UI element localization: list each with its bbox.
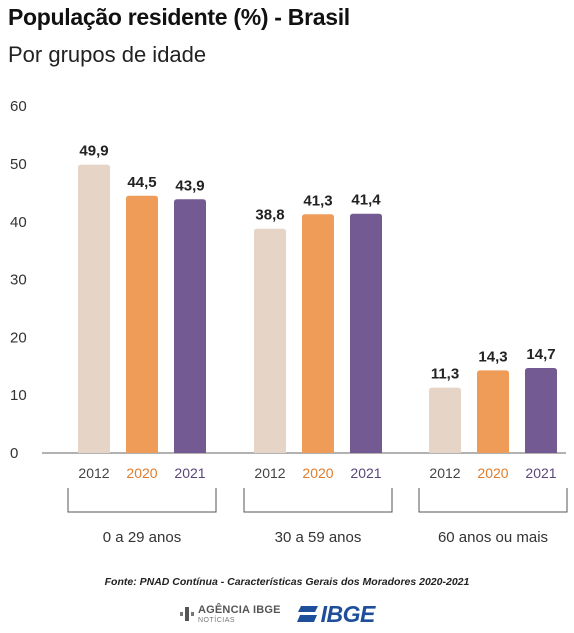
year-label: 2020 <box>126 465 157 481</box>
data-label: 41,3 <box>303 192 332 209</box>
y-tick-label: 50 <box>10 156 27 173</box>
chart-subtitle: Por grupos de idade <box>8 42 207 67</box>
category-label: 30 a 59 anos <box>275 529 362 546</box>
bar-2020 <box>302 214 334 453</box>
year-label: 2012 <box>254 465 285 481</box>
year-label: 2021 <box>350 465 381 481</box>
bar-2012 <box>254 228 286 453</box>
group-bracket <box>243 488 393 513</box>
y-tick-label: 10 <box>10 387 27 404</box>
year-label: 2021 <box>174 465 205 481</box>
y-tick-label: 20 <box>10 329 27 346</box>
category-label: 0 a 29 anos <box>103 529 181 546</box>
ibge-mark-icon <box>296 606 318 622</box>
data-label: 49,9 <box>79 143 108 160</box>
agencia-sub: NOTÍCIAS <box>198 616 236 624</box>
year-label: 2020 <box>302 465 333 481</box>
y-tick-label: 0 <box>10 445 18 462</box>
bar-2012 <box>78 164 110 453</box>
y-tick-label: 40 <box>10 214 27 231</box>
data-label: 14,3 <box>478 348 507 365</box>
group-bracket <box>418 488 568 513</box>
bar-2020 <box>477 370 509 453</box>
data-label: 43,9 <box>175 177 204 194</box>
bar-2021 <box>350 213 382 453</box>
group-bracket <box>67 488 217 513</box>
category-label: 60 anos ou mais <box>438 529 548 546</box>
bar-2021 <box>174 199 206 453</box>
data-label: 44,5 <box>127 174 156 191</box>
data-label: 41,4 <box>351 192 381 209</box>
agencia-mark-icon <box>180 607 194 621</box>
year-label: 2012 <box>429 465 460 481</box>
bar-2020 <box>126 195 158 454</box>
source-note: Fonte: PNAD Contínua - Características G… <box>104 576 470 588</box>
data-label: 38,8 <box>255 207 284 224</box>
logos: AGÊNCIA IBGE NOTÍCIAS IBGE <box>180 600 375 628</box>
ibge-logo: IBGE <box>296 600 376 628</box>
bar-2012 <box>429 387 461 453</box>
y-tick-label: 30 <box>10 272 27 289</box>
agencia-ibge-logo: AGÊNCIA IBGE NOTÍCIAS <box>180 603 281 624</box>
bar-2021 <box>525 368 557 453</box>
bar-chart: 0 10 20 30 40 50 60 49,9 2012 44,5 2020 43,9 2021 0 a… <box>10 98 568 546</box>
year-label: 2012 <box>78 465 109 481</box>
ibge-name: IBGE <box>320 600 376 627</box>
year-label: 2020 <box>477 465 508 481</box>
data-label: 14,7 <box>526 346 555 363</box>
data-label: 11,3 <box>431 366 459 383</box>
year-label: 2021 <box>525 465 556 481</box>
chart-title: População residente (%) - Brasil <box>8 4 350 30</box>
agencia-name: AGÊNCIA IBGE <box>198 603 281 616</box>
y-tick-label: 60 <box>10 98 27 115</box>
